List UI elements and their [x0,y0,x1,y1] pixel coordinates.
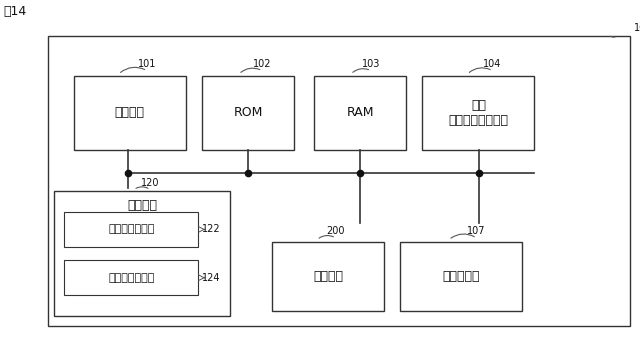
Text: 101: 101 [138,59,156,69]
Text: 122: 122 [202,225,220,234]
Bar [272,241,384,310]
Text: 図14: 図14 [3,5,26,18]
Text: 104: 104 [483,59,502,69]
Bar [422,76,534,150]
Text: 200: 200 [326,226,345,236]
Bar [54,191,230,316]
Bar [314,76,406,150]
Bar [64,260,198,295]
Text: RAM: RAM [346,107,374,119]
Text: 124: 124 [202,273,220,283]
Bar [74,76,186,150]
Bar [64,212,198,247]
Text: 103: 103 [362,59,380,69]
Text: 制御装置: 制御装置 [115,107,145,119]
Bar [400,241,522,310]
Text: 120: 120 [141,178,159,188]
Bar [48,36,630,326]
Text: ROM: ROM [234,107,262,119]
Text: 駆動プログラム: 駆動プログラム [108,225,154,234]
Bar [202,76,294,150]
Text: 制御値テーブル: 制御値テーブル [108,273,154,283]
Text: 操作パネル: 操作パネル [442,269,479,283]
Text: 記憶装置: 記憶装置 [127,199,157,212]
Text: 通信
インターフェイス: 通信 インターフェイス [449,99,508,127]
Text: 102: 102 [253,59,271,69]
Text: 107: 107 [467,226,486,236]
Text: 定着装置: 定着装置 [313,269,343,283]
Text: 100: 100 [634,23,640,33]
